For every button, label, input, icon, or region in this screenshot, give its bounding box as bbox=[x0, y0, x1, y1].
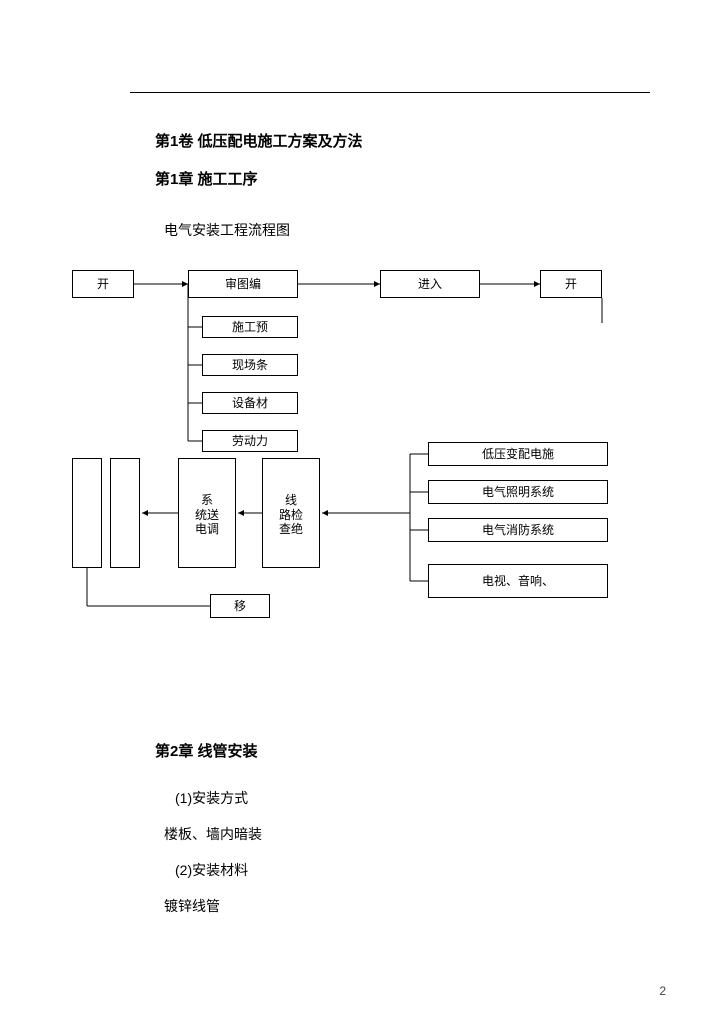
node-mid-1-l3: 电调 bbox=[195, 522, 219, 536]
node-col-2-label: 现场条 bbox=[232, 358, 268, 372]
node-mid-0b bbox=[110, 458, 140, 568]
node-right-1-label: 低压变配电施 bbox=[482, 447, 554, 461]
node-right-4-label: 电视、音响、 bbox=[482, 574, 554, 588]
node-col-4-label: 劳动力 bbox=[232, 434, 268, 448]
node-review: 审图编 bbox=[188, 270, 298, 298]
node-col-3: 设备材 bbox=[202, 392, 298, 414]
heading-ch1: 第1章 施工工序 bbox=[155, 168, 258, 189]
node-mid-2-l1: 线 bbox=[285, 493, 297, 507]
node-bottom-label: 移 bbox=[234, 599, 246, 613]
node-mid-1: 系 统送 电调 bbox=[178, 458, 236, 568]
node-mid-1-l2: 统送 bbox=[195, 508, 219, 522]
node-start-1: 开 bbox=[72, 270, 134, 298]
heading-vol1: 第1卷 低压配电施工方案及方法 bbox=[155, 130, 363, 151]
node-review-label: 审图编 bbox=[225, 277, 261, 291]
node-mid-2-l3: 查绝 bbox=[279, 522, 303, 536]
node-mid-0a bbox=[72, 458, 102, 568]
body-l3: (2)安装材料 bbox=[175, 860, 248, 880]
node-start-2: 开 bbox=[540, 270, 602, 298]
node-mid-2-l2: 路检 bbox=[279, 508, 303, 522]
node-col-1-label: 施工预 bbox=[232, 320, 268, 334]
node-bottom: 移 bbox=[210, 594, 270, 618]
header-rule bbox=[130, 92, 650, 93]
node-enter-label: 进入 bbox=[418, 277, 442, 291]
node-right-2: 电气照明系统 bbox=[428, 480, 608, 504]
heading-ch2: 第2章 线管安装 bbox=[155, 740, 258, 761]
node-right-4: 电视、音响、 bbox=[428, 564, 608, 598]
page-number: 2 bbox=[659, 984, 666, 998]
node-start-1-label: 开 bbox=[97, 277, 109, 291]
node-right-3-label: 电气消防系统 bbox=[482, 523, 554, 537]
body-l2: 楼板、墙内暗装 bbox=[164, 824, 262, 844]
node-right-1: 低压变配电施 bbox=[428, 442, 608, 466]
node-col-1: 施工预 bbox=[202, 316, 298, 338]
node-start-2-label: 开 bbox=[565, 277, 577, 291]
node-right-2-label: 电气照明系统 bbox=[482, 485, 554, 499]
body-l4: 镀锌线管 bbox=[164, 896, 220, 916]
node-mid-1-l1: 系 bbox=[201, 493, 213, 507]
page: 第1卷 低压配电施工方案及方法 第1章 施工工序 电气安装工程流程图 bbox=[0, 0, 726, 1026]
node-col-2: 现场条 bbox=[202, 354, 298, 376]
flowchart: 开 审图编 进入 开 施工预 现场条 设备材 劳动力 系 统送 电调 线 路检 … bbox=[70, 258, 690, 668]
node-col-3-label: 设备材 bbox=[232, 396, 268, 410]
body-l1: (1)安装方式 bbox=[175, 788, 248, 808]
flow-title: 电气安装工程流程图 bbox=[164, 220, 290, 240]
node-mid-2: 线 路检 查绝 bbox=[262, 458, 320, 568]
node-col-4: 劳动力 bbox=[202, 430, 298, 452]
node-right-3: 电气消防系统 bbox=[428, 518, 608, 542]
node-enter: 进入 bbox=[380, 270, 480, 298]
